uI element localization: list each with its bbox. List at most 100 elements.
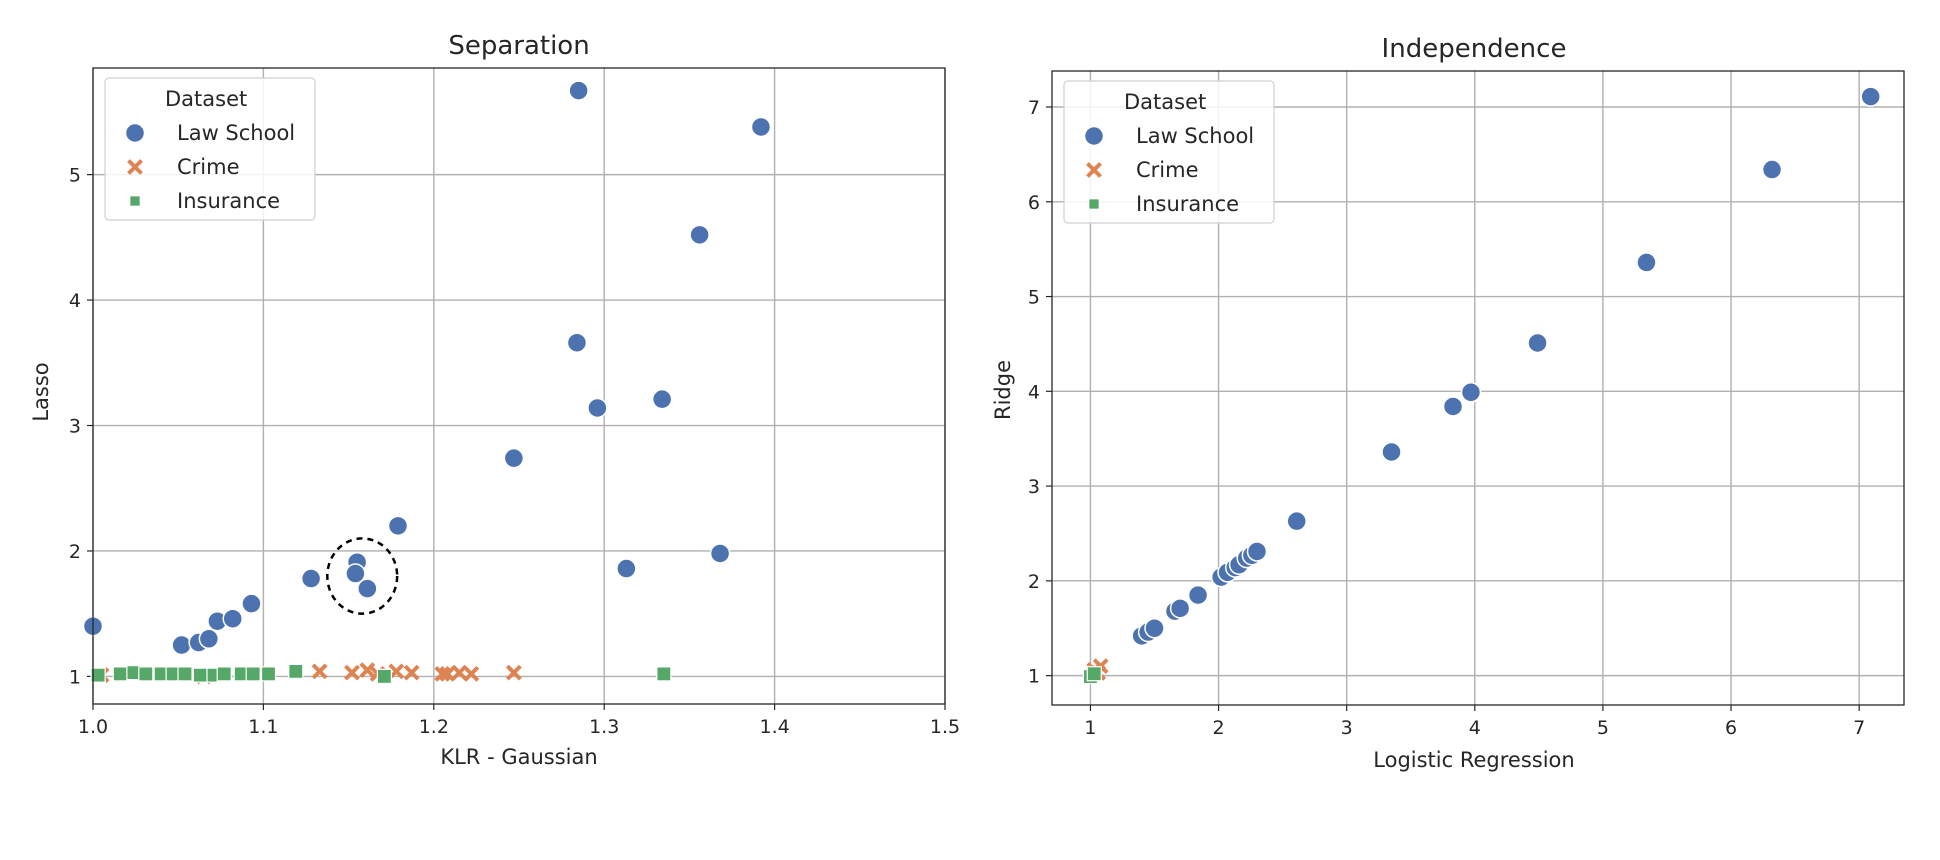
legend-label: Crime xyxy=(1136,158,1199,182)
data-point xyxy=(359,662,376,679)
legend: Dataset Law School Crime Insurance xyxy=(1063,80,1275,224)
legend-box xyxy=(1063,80,1275,224)
legend-box xyxy=(104,77,316,221)
legend-label: Crime xyxy=(177,155,240,179)
series-law-school xyxy=(82,80,772,656)
data-point xyxy=(1636,252,1657,273)
y-tick-label: 5 xyxy=(1028,287,1040,309)
data-point xyxy=(241,593,262,614)
data-point xyxy=(376,668,392,685)
series-law-school xyxy=(1131,86,1881,647)
legend-label: Insurance xyxy=(1136,192,1239,216)
y-tick-label: 2 xyxy=(1028,571,1040,593)
x-tick-label: 1.3 xyxy=(589,716,619,738)
data-point xyxy=(1144,617,1165,639)
data-point xyxy=(689,224,710,246)
data-point xyxy=(709,543,731,564)
data-point xyxy=(171,634,192,656)
data-point xyxy=(288,663,304,679)
chart-title: Separation xyxy=(448,31,589,61)
series-insurance xyxy=(1082,666,1102,685)
y-axis-label: Ridge xyxy=(991,360,1015,420)
data-points xyxy=(82,80,772,685)
ticks: 1.0 1.1 1.2 1.3 1.4 1.5 1 2 3 4 5 xyxy=(69,165,960,738)
x-tick-label: 6 xyxy=(1725,717,1737,739)
data-point xyxy=(566,332,588,353)
y-axis-label: Lasso xyxy=(29,362,53,421)
x-tick-label: 4 xyxy=(1469,717,1481,739)
x-tick-label: 1.4 xyxy=(759,716,789,738)
data-point xyxy=(651,388,673,410)
data-point xyxy=(1086,666,1102,682)
legend-label: Law School xyxy=(1136,124,1254,148)
data-point xyxy=(505,664,522,681)
ticks: 1 2 3 4 5 6 7 1 2 3 4 5 6 7 xyxy=(1028,97,1865,739)
y-tick-label: 4 xyxy=(69,290,81,312)
legend-label: Law School xyxy=(177,121,295,145)
x-axis-label: Logistic Regression xyxy=(1373,748,1574,772)
data-point xyxy=(434,665,451,682)
y-tick-label: 1 xyxy=(1028,666,1040,688)
data-point xyxy=(222,608,243,629)
x-tick-label: 1.5 xyxy=(930,716,960,738)
y-tick-label: 2 xyxy=(69,541,81,563)
data-point xyxy=(90,667,106,683)
legend-marker xyxy=(124,122,146,144)
data-points xyxy=(1082,86,1881,685)
data-point xyxy=(344,664,360,681)
data-point xyxy=(1187,584,1209,606)
data-point xyxy=(177,666,193,682)
data-point xyxy=(1460,382,1482,403)
data-point xyxy=(503,447,525,469)
y-tick-label: 5 xyxy=(69,165,81,187)
legend-marker xyxy=(1083,125,1105,147)
data-point xyxy=(192,667,208,683)
x-tick-label: 1.0 xyxy=(78,716,108,738)
legend: Dataset Law School Crime Insurance xyxy=(104,77,316,221)
data-point xyxy=(138,666,154,682)
chart-title: Independence xyxy=(1382,34,1567,64)
data-point xyxy=(587,397,608,419)
data-point xyxy=(311,663,328,680)
y-tick-label: 1 xyxy=(69,666,81,688)
separation-chart: Separation KLR - Gaussian Lasso 1.0 1.1 1.… xyxy=(29,31,960,769)
legend-marker xyxy=(127,159,143,175)
y-tick-label: 4 xyxy=(1028,381,1040,403)
x-tick-label: 3 xyxy=(1341,717,1353,739)
data-point xyxy=(345,563,366,584)
data-point xyxy=(1246,541,1268,562)
data-point xyxy=(1860,86,1881,107)
data-point xyxy=(112,666,128,682)
data-point xyxy=(463,665,480,682)
data-point xyxy=(616,558,637,579)
legend-marker xyxy=(1088,198,1100,210)
grid xyxy=(92,68,946,704)
data-point xyxy=(1169,598,1191,619)
data-point xyxy=(216,666,232,682)
data-point xyxy=(568,80,589,101)
x-tick-label: 1 xyxy=(1084,717,1096,739)
legend-label: Insurance xyxy=(177,189,280,213)
data-point xyxy=(403,664,420,681)
axes-frame xyxy=(1051,70,1905,706)
data-point xyxy=(1442,396,1464,417)
data-point xyxy=(451,664,468,681)
y-tick-label: 3 xyxy=(1028,476,1040,498)
y-tick-label: 7 xyxy=(1028,97,1040,119)
x-tick-label: 7 xyxy=(1853,717,1865,739)
independence-chart: Independence Logistic Regression Ridge 1… xyxy=(991,34,1905,772)
data-point xyxy=(245,666,261,682)
series-insurance xyxy=(90,663,672,685)
y-tick-label: 3 xyxy=(69,416,81,438)
x-axis-label: KLR - Gaussian xyxy=(440,745,597,769)
data-point xyxy=(656,666,672,682)
y-tick-label: 6 xyxy=(1028,192,1040,214)
data-point xyxy=(1286,510,1307,532)
legend-title: Dataset xyxy=(1124,90,1206,114)
data-point xyxy=(750,116,772,138)
data-point xyxy=(387,515,409,537)
legend-marker xyxy=(1086,162,1102,178)
data-point xyxy=(1527,332,1548,354)
data-point xyxy=(439,665,456,682)
